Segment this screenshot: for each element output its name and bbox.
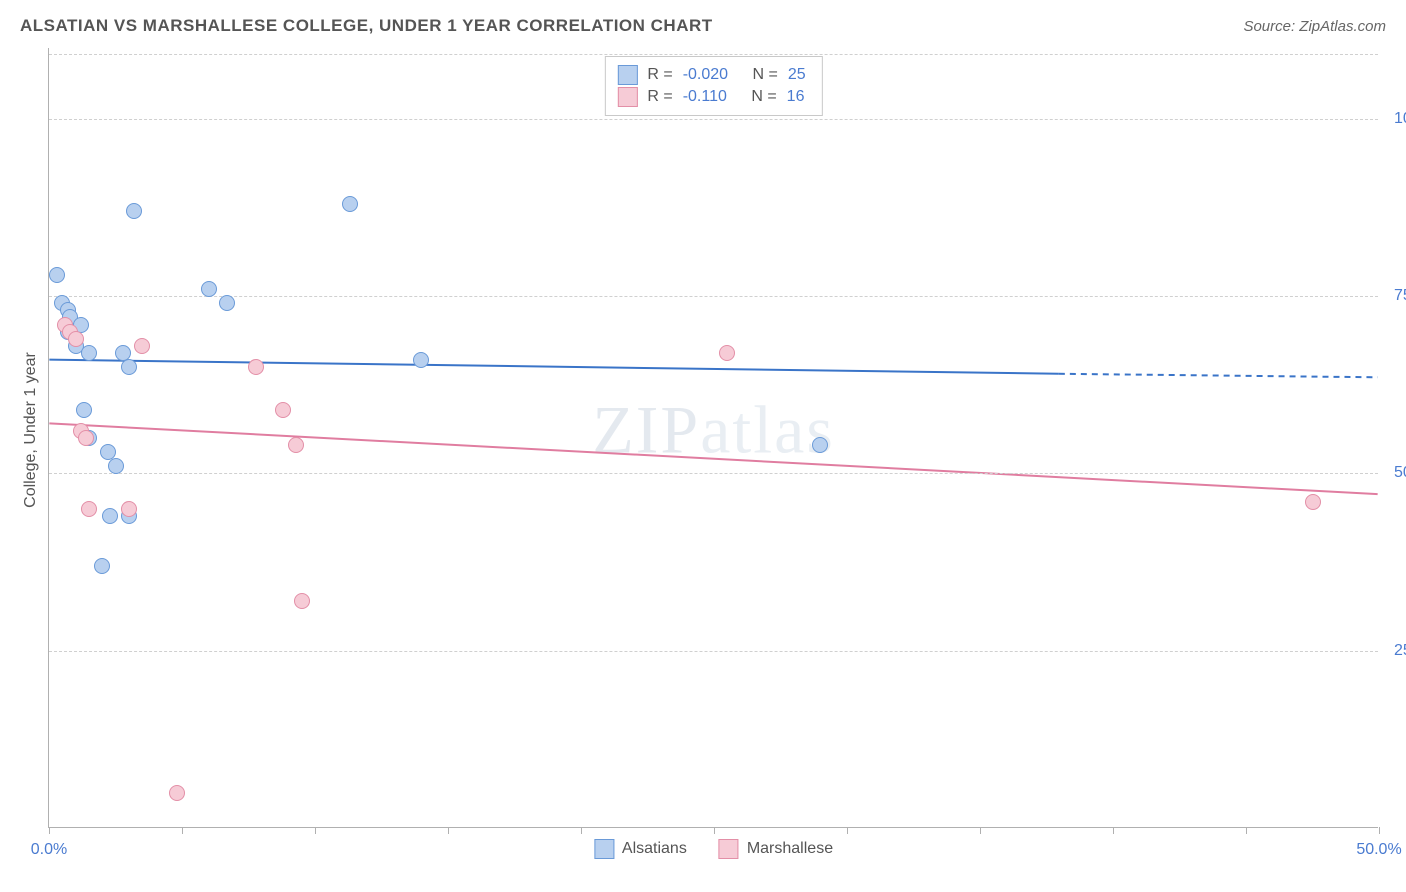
legend-item-marshallese: Marshallese — [719, 839, 833, 859]
y-axis-label: College, Under 1 year — [22, 352, 40, 508]
swatch-alsatians — [617, 65, 637, 85]
y-tick-label: 100.0% — [1380, 110, 1406, 128]
data-point — [275, 402, 291, 418]
data-point — [68, 331, 84, 347]
legend-row-alsatians: R = -0.020 N = 25 — [617, 65, 805, 85]
data-point — [78, 430, 94, 446]
legend-r-value-1: -0.110 — [683, 88, 727, 106]
legend-n-label: N = — [753, 66, 778, 84]
data-point — [342, 196, 358, 212]
chart-title: ALSATIAN VS MARSHALLESE COLLEGE, UNDER 1… — [20, 16, 713, 36]
y-tick-label: 50.0% — [1380, 464, 1406, 482]
chart-area: ZIPatlas R = -0.020 N = 25 R = -0.110 N … — [48, 48, 1378, 828]
data-point — [288, 437, 304, 453]
data-point — [719, 345, 735, 361]
legend-label-1: Marshallese — [747, 840, 833, 858]
legend-r-value-0: -0.020 — [683, 66, 728, 84]
legend-item-alsatians: Alsatians — [594, 839, 687, 859]
legend-r-label: R = — [647, 88, 672, 106]
data-point — [1305, 494, 1321, 510]
data-point — [108, 458, 124, 474]
data-point — [76, 402, 92, 418]
plot-svg — [49, 48, 1378, 827]
swatch-marshallese — [617, 87, 637, 107]
data-point — [169, 785, 185, 801]
data-point — [219, 295, 235, 311]
data-point — [134, 338, 150, 354]
legend-series: Alsatians Marshallese — [594, 839, 833, 859]
y-tick-label: 25.0% — [1380, 642, 1406, 660]
legend-label-0: Alsatians — [622, 840, 687, 858]
legend-n-label: N = — [751, 88, 776, 106]
legend-n-value-1: 16 — [787, 88, 805, 106]
legend-correlation: R = -0.020 N = 25 R = -0.110 N = 16 — [604, 56, 822, 116]
data-point — [413, 352, 429, 368]
legend-r-label: R = — [647, 66, 672, 84]
data-point — [294, 593, 310, 609]
data-point — [94, 558, 110, 574]
swatch-marshallese-b — [719, 839, 739, 859]
data-point — [812, 437, 828, 453]
data-point — [248, 359, 264, 375]
data-point — [102, 508, 118, 524]
data-point — [81, 501, 97, 517]
x-tick-label: 50.0% — [1356, 841, 1401, 859]
x-tick-label: 0.0% — [31, 841, 67, 859]
data-point — [81, 345, 97, 361]
data-point — [121, 359, 137, 375]
data-point — [49, 267, 65, 283]
source-label: Source: ZipAtlas.com — [1243, 18, 1386, 35]
data-point — [201, 281, 217, 297]
legend-n-value-0: 25 — [788, 66, 806, 84]
legend-row-marshallese: R = -0.110 N = 16 — [617, 87, 805, 107]
swatch-alsatians-b — [594, 839, 614, 859]
data-point — [121, 501, 137, 517]
data-point — [126, 203, 142, 219]
y-tick-label: 75.0% — [1380, 287, 1406, 305]
